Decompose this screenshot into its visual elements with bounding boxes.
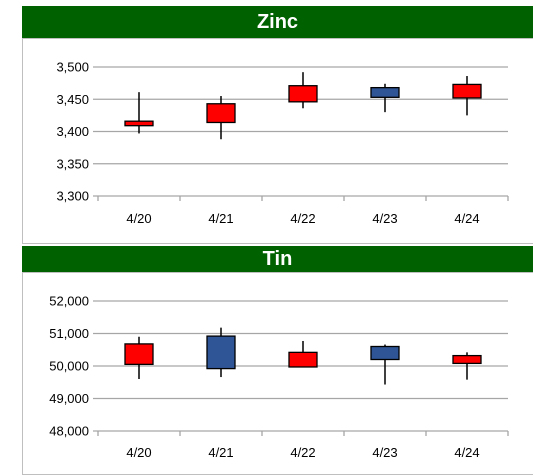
y-tick-label: 51,000 bbox=[49, 326, 89, 341]
x-tick-label: 4/23 bbox=[372, 445, 397, 460]
chart-title: Tin bbox=[22, 246, 533, 272]
candle-body bbox=[288, 85, 318, 103]
tin-chart-panel: Tin 48,000 49,000 50,000 51,000 52,000 4/20 4/… bbox=[0, 242, 533, 475]
x-tick-label: 4/23 bbox=[372, 211, 397, 226]
y-tick-label: 3,500 bbox=[56, 60, 89, 75]
x-tick-label: 4/20 bbox=[126, 445, 151, 460]
zinc-candlestick-chart: 3,300 3,350 3,400 3,450 3,500 4/20 4/21 4/22 4/2… bbox=[56, 60, 509, 226]
candle-body bbox=[452, 83, 482, 99]
candle-body bbox=[124, 120, 154, 127]
candle-body bbox=[452, 354, 482, 365]
y-tick-label: 49,000 bbox=[49, 391, 89, 406]
candle-body bbox=[206, 103, 236, 124]
zinc-chart-panel: Zinc 3,300 3,350 3,400 3,450 3,500 4/20 4/21 4/… bbox=[22, 6, 533, 244]
tin-candlestick-chart: 48,000 49,000 50,000 51,000 52,000 4/20 4/21 4/… bbox=[49, 294, 509, 460]
x-tick-label: 4/24 bbox=[454, 445, 479, 460]
x-tick-label: 4/24 bbox=[454, 211, 479, 226]
x-tick-label: 4/21 bbox=[208, 445, 233, 460]
x-tick-label: 4/21 bbox=[208, 211, 233, 226]
x-tick-label: 4/22 bbox=[290, 211, 315, 226]
candle-body bbox=[288, 351, 318, 368]
y-tick-label: 52,000 bbox=[49, 294, 89, 309]
y-tick-label: 50,000 bbox=[49, 359, 89, 374]
y-tick-label: 3,400 bbox=[56, 124, 89, 139]
candle-body bbox=[124, 343, 154, 366]
chart-area: 3,300 3,350 3,400 3,450 3,500 4/20 4/21 4/22 4/2… bbox=[22, 38, 533, 244]
candle-body bbox=[370, 86, 400, 98]
candle-body bbox=[370, 345, 400, 361]
candle-body bbox=[206, 335, 236, 370]
x-tick-label: 4/20 bbox=[126, 211, 151, 226]
x-tick-label: 4/22 bbox=[290, 445, 315, 460]
y-tick-label: 3,350 bbox=[56, 156, 89, 171]
y-tick-label: 3,450 bbox=[56, 92, 89, 107]
chart-title: Zinc bbox=[22, 6, 533, 38]
y-tick-label: 48,000 bbox=[49, 424, 89, 439]
y-tick-label: 3,300 bbox=[56, 189, 89, 204]
chart-area: 48,000 49,000 50,000 51,000 52,000 4/20 4/21 4/… bbox=[22, 272, 533, 475]
